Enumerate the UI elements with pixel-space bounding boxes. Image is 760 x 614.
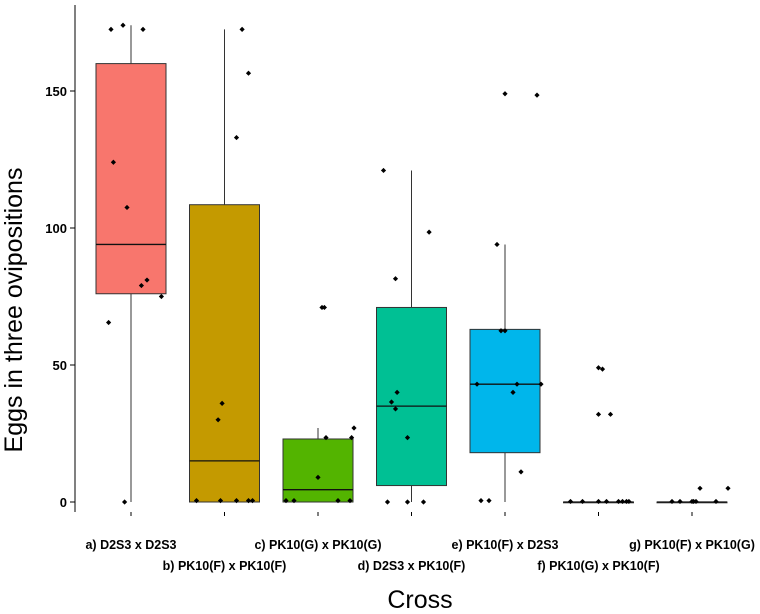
data-point [725, 485, 731, 491]
data-point [599, 366, 606, 372]
data-point [420, 499, 427, 505]
data-point [669, 498, 675, 505]
y-tick-label: 50 [53, 358, 67, 373]
x-tick-label: d) D2S3 x PK10(F) [358, 559, 466, 573]
box-group [656, 485, 731, 505]
data-point [626, 498, 632, 505]
data-point [478, 498, 484, 504]
plot-area [95, 22, 731, 505]
x-tick-label: c) PK10(G) x PK10(G) [254, 538, 381, 552]
data-point [394, 389, 400, 395]
data-point [392, 276, 399, 282]
box-group [376, 167, 447, 505]
data-point [239, 26, 245, 32]
data-point [518, 469, 524, 475]
data-point [538, 381, 544, 387]
x-axis-title: Cross [387, 586, 452, 614]
data-point [144, 277, 150, 283]
data-point [217, 498, 224, 504]
y-tick-label: 150 [45, 84, 67, 99]
box [376, 306, 447, 487]
data-point [534, 92, 540, 98]
data-point [245, 70, 252, 76]
box-group [282, 304, 357, 504]
data-point [510, 389, 516, 395]
data-point [404, 435, 411, 441]
data-point [404, 499, 411, 505]
y-tick-label: 0 [60, 495, 67, 510]
y-tick-label: 100 [45, 221, 67, 236]
data-point [392, 406, 399, 412]
data-point [380, 167, 387, 174]
data-point [607, 411, 614, 417]
data-point [120, 22, 126, 28]
data-point [713, 498, 719, 505]
data-point [140, 26, 146, 32]
y-axis-title: Eggs in three ovipositions [0, 168, 28, 453]
data-point [323, 435, 329, 441]
data-point [351, 425, 357, 431]
data-point [677, 498, 683, 505]
data-point [502, 91, 508, 97]
data-point [124, 204, 130, 211]
data-point [693, 498, 699, 505]
data-point [498, 328, 504, 334]
x-tick-label: f) PK10(G) x PK10(F) [537, 559, 659, 573]
data-point [108, 26, 114, 32]
data-point [474, 381, 480, 387]
data-point [283, 498, 289, 504]
data-point [233, 498, 240, 504]
data-point [110, 159, 116, 165]
data-point [215, 417, 221, 423]
data-point [233, 134, 240, 141]
data-point [426, 229, 432, 235]
data-point [315, 474, 321, 480]
box [469, 328, 541, 454]
data-point [486, 498, 492, 504]
box [282, 438, 354, 503]
data-point [514, 381, 520, 387]
x-axis-ticks: a) D2S3 x D2S3 b) PK10(F) x PK10(F) c) PK1… [85, 512, 755, 573]
data-point [347, 498, 353, 504]
data-point [106, 319, 112, 326]
data-point [619, 498, 626, 505]
data-point [138, 282, 144, 289]
data-point [595, 411, 602, 417]
data-point [349, 435, 355, 441]
data-point [494, 241, 500, 248]
x-tick-label: e) PK10(F) x D2S3 [452, 538, 559, 552]
data-point [291, 498, 297, 504]
box-group [563, 365, 634, 505]
data-point [502, 328, 508, 334]
x-tick-label: b) PK10(F) x PK10(F) [163, 559, 287, 573]
data-point [579, 498, 586, 505]
data-point [384, 499, 391, 505]
data-point [158, 293, 164, 300]
x-tick-label: g) PK10(F) x PK10(G) [629, 538, 755, 552]
data-point [615, 498, 622, 505]
box-group [95, 22, 167, 505]
data-point [249, 498, 256, 504]
data-point [697, 485, 703, 491]
box-group [189, 26, 260, 504]
data-point [567, 498, 574, 505]
x-tick-label: a) D2S3 x D2S3 [85, 538, 176, 552]
data-point [321, 304, 327, 311]
box-group [469, 91, 544, 504]
data-point [245, 498, 252, 504]
data-point [595, 365, 602, 371]
data-point [219, 400, 225, 406]
data-point [122, 499, 128, 505]
data-point [193, 498, 200, 504]
data-point [603, 498, 610, 505]
data-point [595, 498, 602, 505]
data-point [335, 498, 341, 504]
box [189, 204, 260, 503]
y-axis-ticks: 0 50 100 150 [45, 84, 75, 510]
data-point [388, 399, 395, 405]
box [95, 63, 167, 295]
